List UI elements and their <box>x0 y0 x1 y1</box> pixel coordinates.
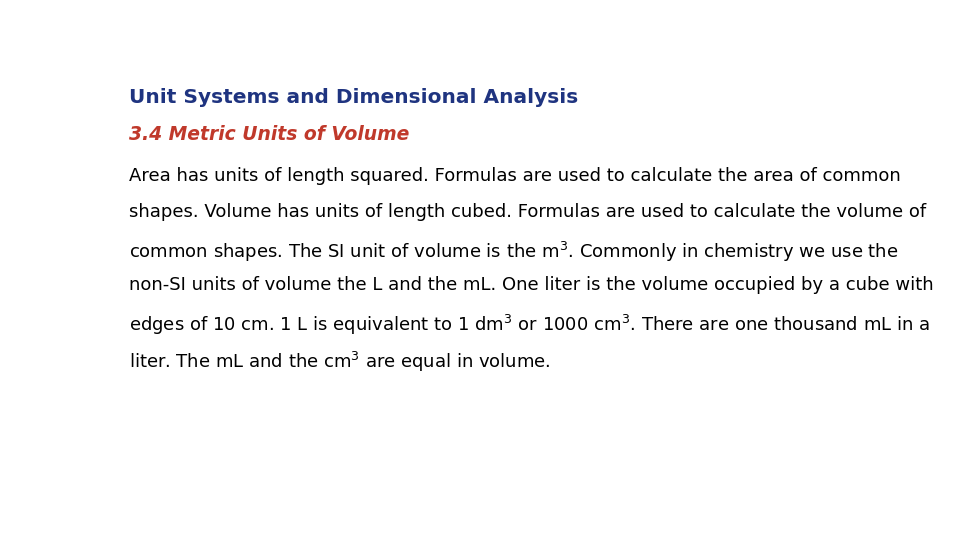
Text: common shapes. The SI unit of volume is the m$\mathregular{^3}$. Commonly in che: common shapes. The SI unit of volume is … <box>129 240 899 264</box>
Text: liter. The mL and the cm$\mathregular{^3}$ are equal in volume.: liter. The mL and the cm$\mathregular{^3… <box>129 349 550 374</box>
Text: non-SI units of volume the L and the mL. One liter is the volume occupied by a c: non-SI units of volume the L and the mL.… <box>129 276 933 294</box>
Text: edges of 10 cm. 1 L is equivalent to 1 dm$\mathregular{^3}$ or 1000 cm$\mathregu: edges of 10 cm. 1 L is equivalent to 1 d… <box>129 313 930 337</box>
Text: shapes. Volume has units of length cubed. Formulas are used to calculate the vol: shapes. Volume has units of length cubed… <box>129 203 926 221</box>
Text: 3.4 Metric Units of Volume: 3.4 Metric Units of Volume <box>129 125 409 144</box>
Text: Unit Systems and Dimensional Analysis: Unit Systems and Dimensional Analysis <box>129 87 578 107</box>
Text: Area has units of length squared. Formulas are used to calculate the area of com: Area has units of length squared. Formul… <box>129 167 900 185</box>
